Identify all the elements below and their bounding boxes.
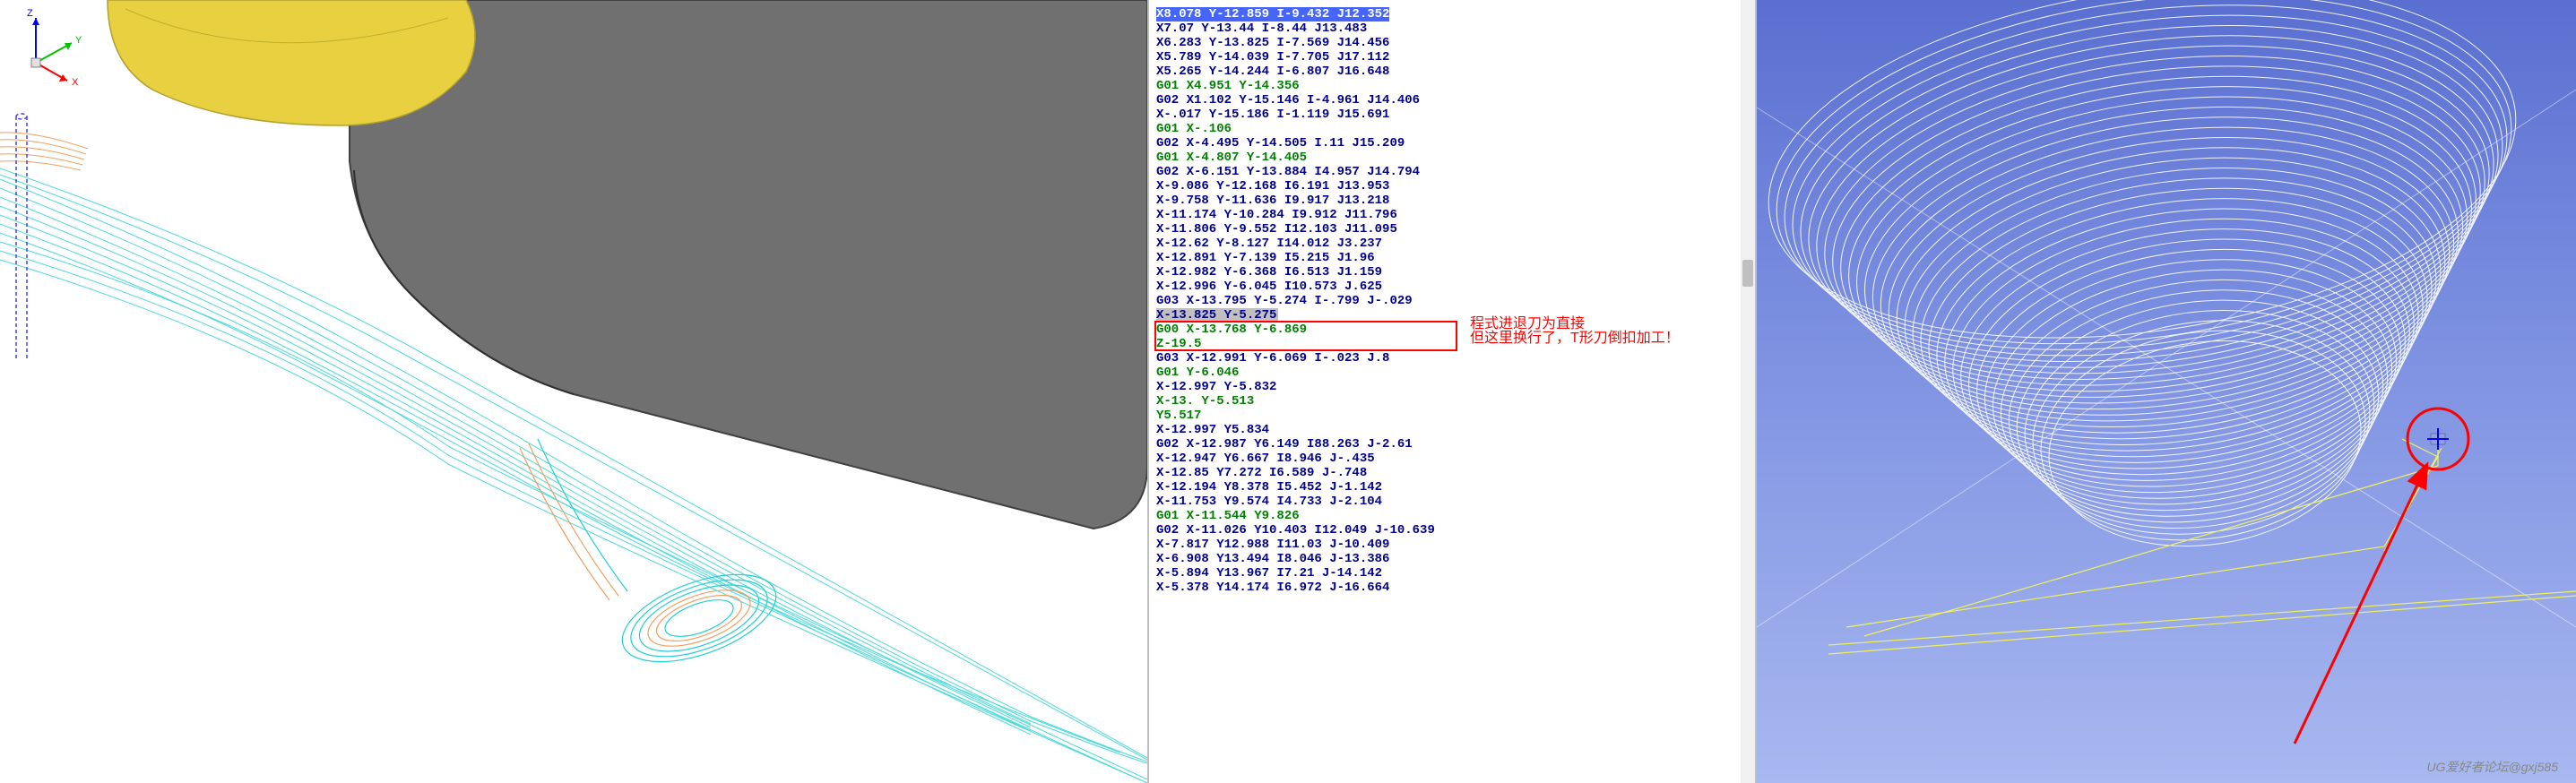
- code-line[interactable]: G03 X-13.795 Y-5.274 I-.799 J-.029: [1156, 294, 1755, 308]
- spiral-toolpath-lines: [1757, 0, 2576, 627]
- code-line[interactable]: X-6.908 Y13.494 I8.046 J-13.386: [1156, 552, 1755, 566]
- toolpath-lead: [0, 133, 88, 170]
- backplot-viewport[interactable]: [1757, 0, 2576, 783]
- csys-z-label: Z: [27, 8, 33, 19]
- csys-y-label: Y: [75, 35, 82, 46]
- watermark-text: UG爱好者论坛@gxj585: [2427, 758, 2558, 776]
- code-line[interactable]: X-9.758 Y-11.636 I9.917 J13.218: [1156, 194, 1755, 208]
- code-line[interactable]: X-7.817 Y12.988 I11.03 J-10.409: [1156, 538, 1755, 552]
- code-line[interactable]: G01 X-11.544 Y9.826: [1156, 509, 1755, 523]
- code-line[interactable]: X-5.378 Y14.174 I6.972 J-16.664: [1156, 581, 1755, 595]
- code-line[interactable]: G02 X-11.026 Y10.403 I12.049 J-10.639: [1156, 523, 1755, 538]
- code-line[interactable]: G02 X-12.987 Y6.149 I88.263 J-2.61: [1156, 437, 1755, 452]
- code-line[interactable]: X-9.086 Y-12.168 I6.191 J13.953: [1156, 179, 1755, 194]
- code-line[interactable]: X8.078 Y-12.859 I-9.432 J12.352: [1156, 7, 1755, 22]
- scrollbar-thumb[interactable]: [1742, 260, 1753, 287]
- code-line[interactable]: G02 X1.102 Y-15.146 I-4.961 J14.406: [1156, 93, 1755, 108]
- code-line[interactable]: X-12.997 Y-5.832: [1156, 380, 1755, 394]
- view-csys: X Y Z: [0, 0, 90, 90]
- code-line[interactable]: X-12.891 Y-7.139 I5.215 J1.96: [1156, 251, 1755, 265]
- part-model: [350, 0, 1147, 529]
- code-line[interactable]: G01 X4.951 Y-14.356: [1156, 79, 1755, 93]
- code-line[interactable]: X-11.174 Y-10.284 I9.912 J11.796: [1156, 208, 1755, 222]
- code-line[interactable]: G02 X-4.495 Y-14.505 I.11 J15.209: [1156, 136, 1755, 151]
- code-line[interactable]: X-12.982 Y-6.368 I6.513 J1.159: [1156, 265, 1755, 280]
- annotation-line1: 程式进退刀为直接: [1470, 317, 1680, 331]
- csys-x-label: X: [72, 77, 79, 88]
- code-line[interactable]: G01 Y-6.046: [1156, 366, 1755, 380]
- toolpath-knot: [520, 439, 787, 679]
- code-line[interactable]: X-11.753 Y9.574 I4.733 J-2.104: [1156, 495, 1755, 509]
- code-line[interactable]: Y5.517: [1156, 409, 1755, 423]
- annotation-text: 程式进退刀为直接 但这里换行了，T形刀倒扣加工！: [1470, 317, 1680, 346]
- tool-shape: [108, 0, 475, 125]
- code-line[interactable]: X6.283 Y-13.825 I-7.569 J14.456: [1156, 36, 1755, 50]
- code-line[interactable]: G02 X-6.151 Y-13.884 I4.957 J14.794: [1156, 165, 1755, 179]
- code-line[interactable]: X-12.85 Y7.272 I6.589 J-.748: [1156, 466, 1755, 480]
- code-line[interactable]: X-12.947 Y6.667 I8.946 J-.435: [1156, 452, 1755, 466]
- cam-3d-viewport[interactable]: X Y Z: [0, 0, 1147, 783]
- code-line[interactable]: X-12.194 Y8.378 I5.452 J-1.142: [1156, 480, 1755, 495]
- code-line[interactable]: X-12.996 Y-6.045 I10.573 J.625: [1156, 280, 1755, 294]
- code-line[interactable]: G03 X-12.991 Y-6.069 I-.023 J.8: [1156, 351, 1755, 366]
- plunge-lines: [1828, 439, 2576, 654]
- code-line[interactable]: X-11.806 Y-9.552 I12.103 J11.095: [1156, 222, 1755, 237]
- code-scrollbar[interactable]: [1741, 0, 1755, 783]
- code-line[interactable]: X-12.997 Y5.834: [1156, 423, 1755, 437]
- code-line[interactable]: X-.017 Y-15.186 I-1.119 J15.691: [1156, 108, 1755, 122]
- code-line[interactable]: X5.265 Y-14.244 I-6.807 J16.648: [1156, 65, 1755, 79]
- code-line[interactable]: X-13. Y-5.513: [1156, 394, 1755, 409]
- code-line[interactable]: X-12.62 Y-8.127 I14.012 J3.237: [1156, 237, 1755, 251]
- nc-code-editor[interactable]: X8.078 Y-12.859 I-9.432 J12.352X7.07 Y-1…: [1147, 0, 1757, 783]
- code-line[interactable]: G01 X-4.807 Y-14.405: [1156, 151, 1755, 165]
- code-line[interactable]: X7.07 Y-13.44 I-8.44 J13.483: [1156, 22, 1755, 36]
- annotation-line2: 但这里换行了，T形刀倒扣加工！: [1470, 331, 1680, 346]
- code-line[interactable]: G01 X-.106: [1156, 122, 1755, 136]
- code-line[interactable]: X-5.894 Y13.967 I7.21 J-14.142: [1156, 566, 1755, 581]
- code-line[interactable]: X5.789 Y-14.039 I-7.705 J17.112: [1156, 50, 1755, 65]
